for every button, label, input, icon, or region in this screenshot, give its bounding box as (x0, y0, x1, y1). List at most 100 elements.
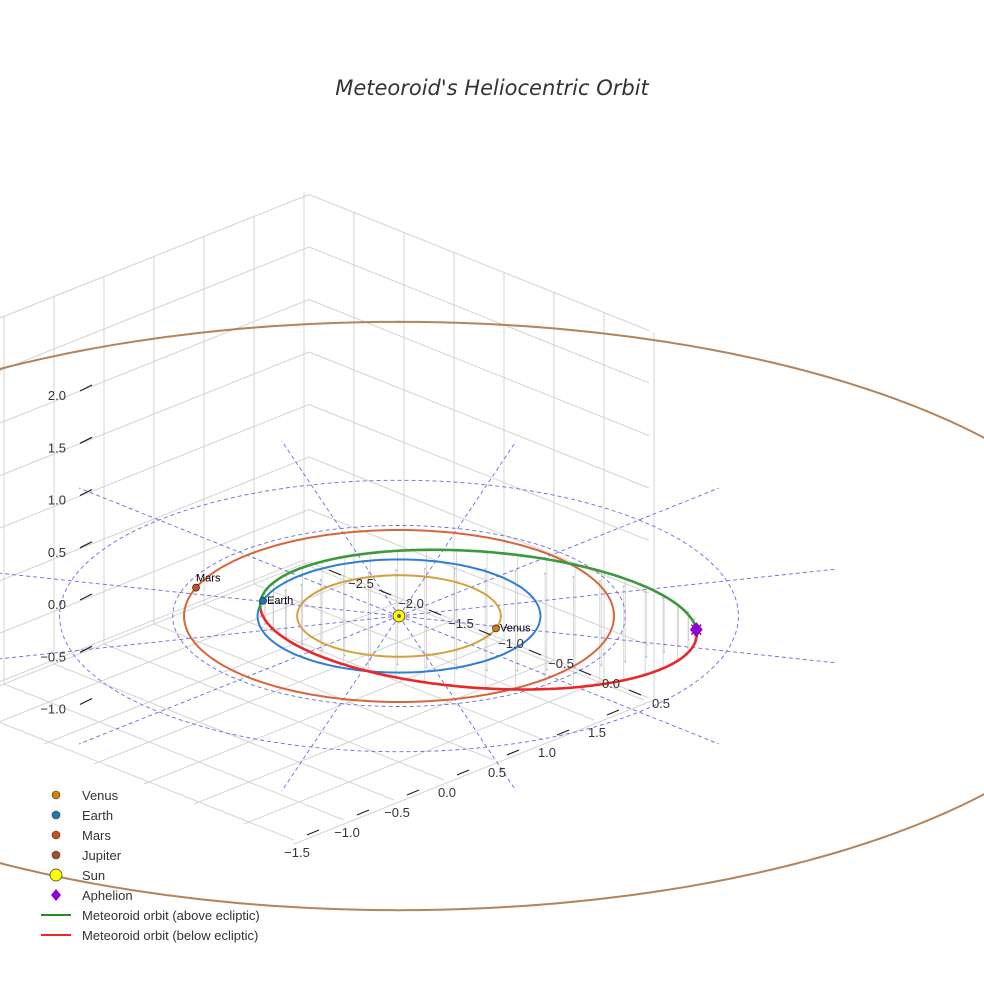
legend-earth-marker (51, 810, 61, 820)
mars-marker (192, 583, 200, 592)
z-axis-tick (79, 384, 93, 392)
floor-grid-line (93, 619, 455, 765)
x-axis-tick (456, 769, 470, 776)
y-axis-tick-label: 0.0 (602, 676, 620, 691)
orbit-drop-foot (622, 585, 625, 588)
orbit-drop-foot (572, 575, 575, 578)
orbit-drop-foot (574, 667, 576, 669)
orbit-drop-foot (321, 649, 324, 652)
ecliptic-spoke (0, 615, 400, 660)
axis-ticks: −1.5 −1.0 −0.5 0.0 0.5 1.0 1.5 −2.5 −2.0 −1.5 −1.0… (40, 384, 670, 860)
floor-grid-line (53, 663, 395, 801)
orbit-drop-foot (259, 615, 262, 618)
y-axis-tick-label: −1.0 (498, 636, 524, 651)
ecliptic-spoke (398, 568, 837, 617)
ecliptic-spoke (398, 615, 517, 792)
orbit-drop-foot (644, 591, 647, 593)
meteoroid-orbit (258, 548, 698, 691)
orbit-drop-foot (301, 643, 304, 646)
y-axis-tick (528, 649, 542, 656)
x-axis-tick (606, 709, 620, 716)
ecliptic-spoke (398, 615, 720, 745)
y-axis-tick (628, 689, 642, 696)
venus-label: Venus (500, 622, 531, 634)
z-axis-tick (79, 645, 93, 653)
orbit-drop-foot (486, 669, 488, 672)
earth-label: Earth (267, 595, 293, 607)
orbit-drop-foot (319, 578, 322, 581)
x-axis-tick-label: 0.0 (438, 785, 456, 800)
back-wall-grid-line (0, 404, 310, 529)
x-axis-tick (356, 809, 370, 816)
legend-venus-marker (51, 790, 61, 800)
floor-grid-line (253, 583, 595, 721)
z-axis-tick (79, 488, 93, 497)
y-axis-tick (328, 569, 342, 576)
x-axis-tick-label: 1.0 (538, 745, 556, 760)
side-wall-grid-line (308, 299, 650, 436)
z-axis-tick (79, 697, 93, 706)
orbit-drop-foot (342, 574, 345, 577)
legend-jupiter-label: Jupiter (82, 848, 122, 863)
orbit-drop-foot (693, 618, 696, 620)
y-axis-tick (428, 609, 442, 616)
x-axis-tick (506, 749, 520, 756)
back-wall-grid-line (0, 561, 310, 687)
back-wall-grid-line (0, 456, 310, 582)
aphelion-marker (689, 622, 703, 638)
y-axis-tick (578, 669, 592, 676)
y-axis-tick-label: −1.5 (448, 616, 474, 631)
orbit-drop-foot (662, 597, 665, 600)
ecliptic-spoke (281, 615, 400, 792)
legend-mars-marker (51, 830, 61, 840)
floor-grid-line (0, 721, 295, 841)
venus-marker (492, 624, 500, 633)
orbit-drop-foot (544, 572, 547, 575)
legend-sun-label: Sun (82, 868, 105, 883)
back-wall-grid-line (0, 509, 310, 634)
legend: Venus Earth Mars Jupiter Sun Aphelion Meteoroi… (41, 788, 260, 943)
orbit-drop-foot (343, 654, 346, 657)
legend-mars-label: Mars (82, 828, 111, 843)
back-wall-grid-line (0, 299, 310, 424)
mars-label: Mars (196, 573, 221, 585)
x-axis-tick (556, 729, 570, 736)
orbit-drop-foot (600, 664, 603, 667)
x-axis-tick (306, 829, 320, 836)
orbit-drop-foot (425, 666, 428, 669)
floor-grid-line (193, 659, 555, 805)
sun-marker-core (397, 614, 401, 618)
earth-orbit (256, 558, 542, 674)
ecliptic-spoke (0, 572, 400, 617)
z-axis-tick-label: 0.0 (48, 597, 66, 612)
legend-aphelion-marker (51, 889, 61, 901)
orbit-drop-foot (687, 638, 690, 641)
orbit-drop-foot (264, 622, 267, 625)
floor-grid-line (103, 643, 445, 781)
back-wall-grid-line (0, 194, 310, 319)
side-wall-grid-line (308, 246, 650, 384)
orbit-drop-foot (516, 669, 519, 672)
z-axis-tick (79, 593, 93, 601)
orbit-drop-foot (545, 668, 548, 671)
x-axis-tick (406, 789, 420, 796)
floor-grid-line (0, 579, 355, 723)
y-axis-tick (378, 589, 392, 596)
orbit-drop-foot (396, 663, 399, 666)
x-axis-tick-label: −1.5 (284, 845, 310, 860)
z-axis-tick-label: −1.0 (40, 702, 66, 717)
x-axis-tick-label: −0.5 (384, 805, 410, 820)
x-axis-tick-label: 0.5 (488, 765, 506, 780)
orbit-drop-foot (367, 571, 370, 574)
legend-meteoroid-orbit-below-ecliptic-label: Meteoroid orbit (below ecliptic) (82, 928, 258, 943)
y-axis-tick-label: −2.5 (348, 576, 374, 591)
z-axis-tick-label: 1.5 (48, 440, 66, 455)
orbit-drop-foot (624, 660, 627, 663)
meteoroid-orbit-below-ecliptic (259, 609, 698, 691)
orbit-drop-foot (645, 656, 648, 659)
orbit-drop-foot (394, 569, 397, 572)
ecliptic-spoke (398, 487, 720, 617)
floor-grid-line (153, 623, 495, 761)
y-axis-tick (478, 629, 492, 636)
legend-jupiter-marker (51, 850, 61, 860)
